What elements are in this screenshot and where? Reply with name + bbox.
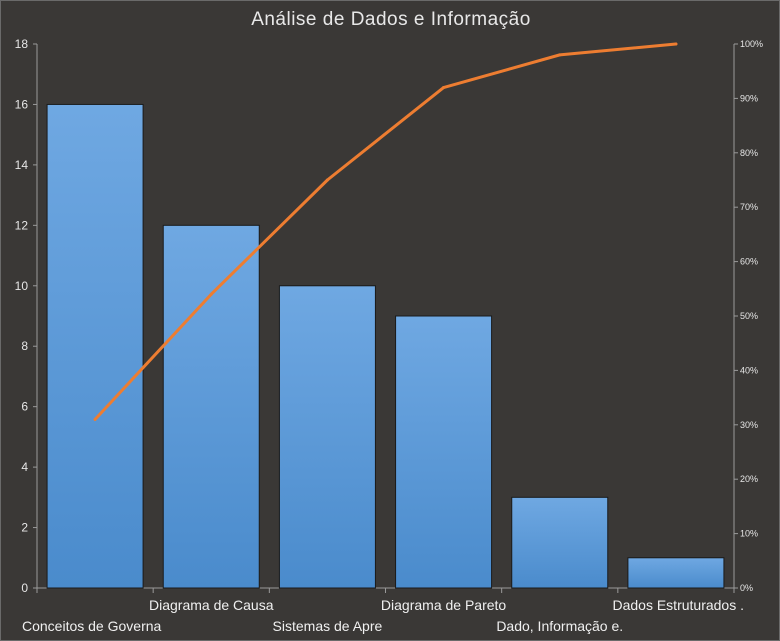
y-tick-label: 0	[21, 581, 28, 595]
y2-tick-label: 30%	[740, 420, 758, 430]
cumulative-point	[209, 292, 213, 296]
y2-tick-label: 50%	[740, 311, 758, 321]
cumulative-point	[93, 417, 97, 421]
x-tick-label: Dado, Informação e.	[496, 618, 623, 634]
y2-tick-label: 60%	[740, 257, 758, 267]
chart-title: Análise de Dados e Informação	[251, 9, 531, 30]
cumulative-point	[442, 86, 446, 90]
cumulative-point	[325, 178, 329, 182]
cumulative-line	[93, 42, 678, 421]
bar	[511, 496, 609, 589]
bar	[278, 285, 376, 589]
y2-tick-label: 80%	[740, 148, 758, 158]
x-tick-label: Sistemas de Apre	[273, 618, 383, 634]
y2-tick-label: 70%	[740, 202, 758, 212]
y-tick-label: 10	[15, 279, 29, 293]
tick-labels: 0 2 4 6 8 10 12 14 16 18 0% 10% 20% 30% 40% 50% 60% 70% 80…	[15, 37, 763, 634]
y2-tick-label: 100%	[740, 39, 763, 49]
y-tick-label: 4	[21, 460, 28, 474]
bar	[627, 557, 725, 589]
y-tick-label: 16	[15, 97, 29, 111]
x-tick-label: Conceitos de Governa	[22, 618, 162, 634]
y2-tick-label: 40%	[740, 365, 758, 375]
y-tick-label: 18	[15, 37, 29, 51]
y-tick-label: 2	[21, 521, 28, 535]
x-tick-label: Diagrama de Causa	[149, 597, 274, 613]
y-tick-label: 8	[21, 339, 28, 353]
cumulative-point	[674, 42, 678, 46]
y2-tick-label: 20%	[740, 474, 758, 484]
bar	[46, 103, 144, 589]
y-tick-label: 14	[15, 158, 29, 172]
bars	[46, 103, 725, 589]
y2-tick-label: 0%	[740, 583, 753, 593]
y2-tick-label: 10%	[740, 529, 758, 539]
bar	[162, 224, 260, 589]
y2-tick-label: 90%	[740, 93, 758, 103]
y-tick-label: 6	[21, 400, 28, 414]
bar	[395, 315, 493, 589]
cumulative-series-line	[93, 42, 678, 421]
x-tick-label: Dados Estruturados .	[612, 597, 744, 613]
axes	[33, 43, 738, 593]
x-tick-label: Diagrama de Pareto	[381, 597, 507, 613]
y-tick-label: 12	[15, 218, 29, 232]
cumulative-point	[558, 53, 562, 57]
